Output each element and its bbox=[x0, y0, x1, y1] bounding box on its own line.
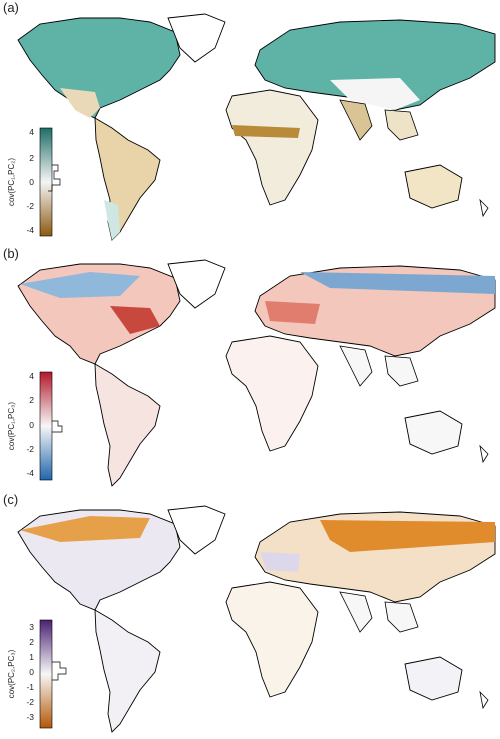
tick-label: -3 bbox=[26, 712, 34, 722]
continent-greenland bbox=[167, 13, 226, 63]
world-map-c: 3 2 1 0 -1 -2 -3 cov(PC₂,PC₃) bbox=[7, 505, 496, 733]
tick-label: 0 bbox=[29, 667, 34, 677]
map-panel-b: (b) 4 2 0 -2 -4 cov(PC₁,PC₃) bbox=[0, 246, 500, 492]
continent-australia bbox=[404, 164, 463, 209]
tick-label: -2 bbox=[26, 201, 34, 211]
continent-africa bbox=[225, 89, 319, 206]
panel-label-b: (b) bbox=[3, 246, 19, 261]
continent-eurasia bbox=[254, 19, 496, 111]
colorbar-legend-a: 4 2 0 -2 -4 cov(PC₁,PC₂) bbox=[7, 127, 61, 237]
region-south-asia bbox=[339, 99, 373, 141]
tick-label: -2 bbox=[26, 444, 34, 454]
continent-south-america bbox=[94, 117, 161, 241]
panel-label-a: (a) bbox=[3, 0, 19, 15]
tick-label: 2 bbox=[29, 637, 34, 647]
tick-label: 0 bbox=[29, 177, 34, 187]
tick-label: -2 bbox=[26, 697, 34, 707]
legend-title-a: cov(PC₁,PC₂) bbox=[7, 158, 16, 206]
legend-title-c: cov(PC₂,PC₃) bbox=[7, 649, 16, 698]
world-map-b: 4 2 0 -2 -4 cov(PC₁,PC₃) bbox=[7, 259, 496, 487]
map-panel-a: (a) 4 2 0 -2 -4 bbox=[0, 0, 500, 246]
tick-label: 1 bbox=[29, 652, 34, 662]
tick-label: 2 bbox=[29, 153, 34, 163]
world-map-a: 4 2 0 -2 -4 cov(PC₁,PC₂) bbox=[7, 13, 496, 241]
panel-label-c: (c) bbox=[3, 492, 19, 507]
continent-north-america bbox=[17, 17, 181, 119]
map-panel-c: (c) 3 2 1 0 -1 -2 -3 cov(PC₂,PC₃) bbox=[0, 492, 500, 738]
tick-label: 3 bbox=[29, 622, 34, 632]
colorbar-legend-c: 3 2 1 0 -1 -2 -3 cov(PC₂,PC₃) bbox=[7, 619, 67, 729]
tick-label: -1 bbox=[26, 682, 34, 692]
colorbar-legend-b: 4 2 0 -2 -4 cov(PC₁,PC₃) bbox=[7, 371, 63, 481]
tick-label: 0 bbox=[29, 420, 34, 430]
tick-label: 2 bbox=[29, 395, 34, 405]
legend-title-b: cov(PC₁,PC₃) bbox=[7, 402, 16, 451]
tick-label: -4 bbox=[26, 468, 34, 478]
tick-label: 4 bbox=[29, 127, 34, 137]
tick-label: -4 bbox=[26, 225, 34, 235]
tick-label: 4 bbox=[29, 371, 34, 381]
